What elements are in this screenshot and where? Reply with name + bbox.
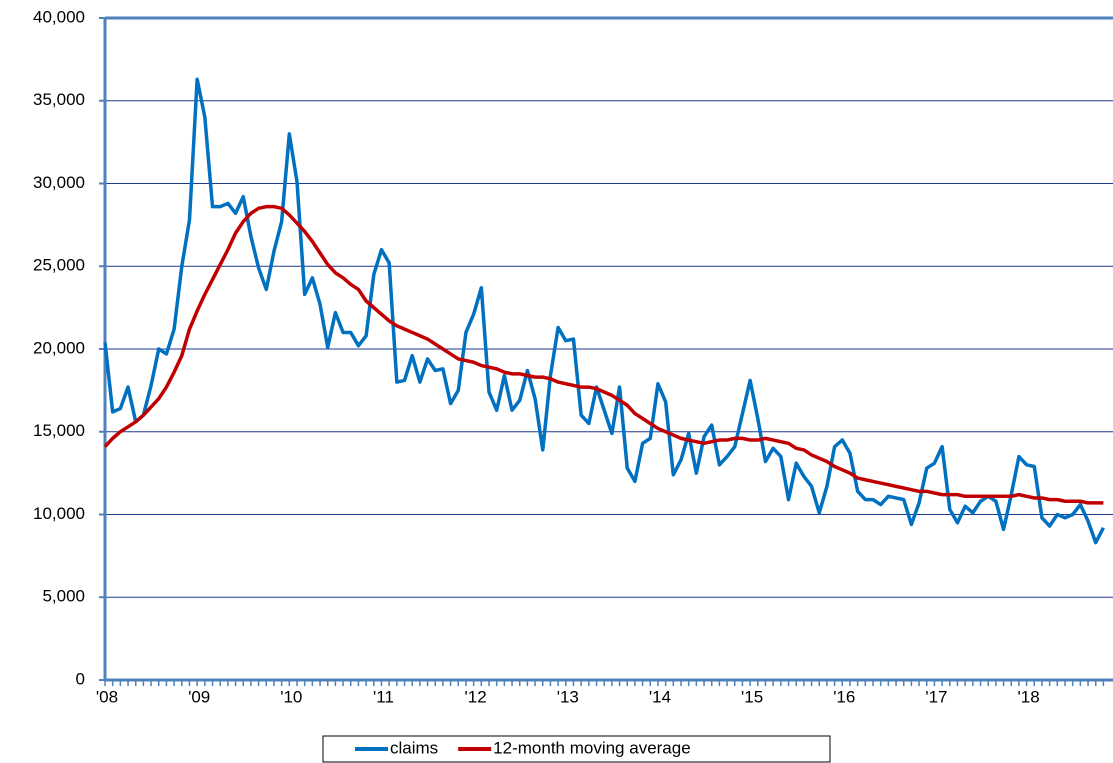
y-tick-label: 20,000 xyxy=(33,338,85,357)
x-tick-label: '12 xyxy=(465,687,487,706)
y-tick-label: 25,000 xyxy=(33,256,85,275)
x-tick-label: '16 xyxy=(833,687,855,706)
x-tick-label: '09 xyxy=(188,687,210,706)
y-tick-label: 35,000 xyxy=(33,90,85,109)
y-tick-label: 15,000 xyxy=(33,421,85,440)
legend-label: 12-month moving average xyxy=(493,738,691,757)
y-tick-label: 5,000 xyxy=(42,587,85,606)
y-tick-label: 40,000 xyxy=(33,7,85,26)
x-tick-label: '18 xyxy=(1018,687,1040,706)
series-line xyxy=(103,77,1105,545)
legend-box xyxy=(322,735,831,763)
x-tick-label: '13 xyxy=(557,687,579,706)
y-tick-label: 30,000 xyxy=(33,173,85,192)
x-tick-label: '17 xyxy=(925,687,947,706)
x-tick-label: '10 xyxy=(280,687,302,706)
y-tick-label: 10,000 xyxy=(33,504,85,523)
series-line xyxy=(103,204,1104,505)
x-tick-label: '15 xyxy=(741,687,763,706)
legend-label: claims xyxy=(390,738,438,757)
y-tick-label: 0 xyxy=(76,669,85,688)
x-tick-label: '11 xyxy=(373,687,394,706)
x-tick-label: '14 xyxy=(649,687,671,706)
legend: claims 12-month moving average xyxy=(322,735,831,763)
x-tick-label: '08 xyxy=(96,687,118,706)
